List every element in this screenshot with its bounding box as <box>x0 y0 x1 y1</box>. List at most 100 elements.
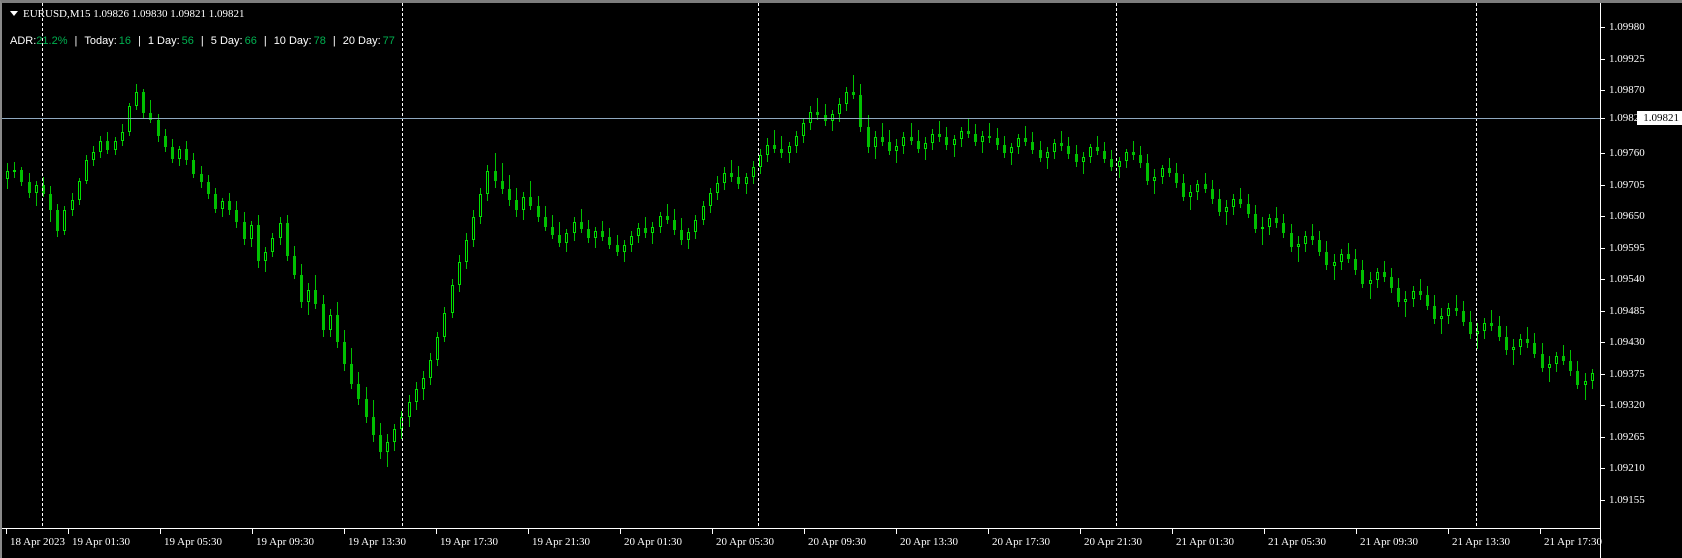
chevron-down-icon[interactable] <box>10 10 18 16</box>
candle-body <box>967 131 970 134</box>
time-axis[interactable]: 18 Apr 2023 19 Apr 01:30 19 Apr 05:30 19 Ap… <box>2 528 1602 558</box>
candle <box>279 3 282 531</box>
candle <box>881 3 884 531</box>
candle-body <box>235 210 238 222</box>
candle <box>1031 3 1034 531</box>
candle <box>1297 3 1300 531</box>
candle-wick <box>530 180 531 211</box>
price-tick: 1.09210 <box>1601 462 1645 474</box>
candle <box>185 3 188 531</box>
candle-body <box>228 201 231 211</box>
candle-body <box>809 111 812 124</box>
candle <box>1175 3 1178 531</box>
candle-wick <box>1527 327 1528 349</box>
candle-body <box>1261 226 1264 229</box>
candle-body <box>1361 270 1364 284</box>
candle-body <box>157 119 160 136</box>
candle <box>1053 3 1056 531</box>
candle <box>92 3 95 531</box>
candle-body <box>802 123 805 136</box>
adr-title: ADR: <box>10 35 37 47</box>
candle-wick <box>1119 156 1120 179</box>
time-tick-mark <box>988 529 989 534</box>
adr-value: 21.2% <box>36 35 68 47</box>
candle-body <box>752 166 755 178</box>
current-price-label: 1.09821 <box>1637 111 1682 126</box>
candle <box>1576 3 1579 531</box>
candle-body <box>558 234 561 243</box>
adr-item-value-0: 16 <box>118 35 132 47</box>
candle <box>931 3 934 531</box>
candle-wick <box>1456 295 1457 316</box>
candle <box>1433 3 1436 531</box>
candle-body <box>1469 321 1472 335</box>
candle <box>472 3 475 531</box>
candle <box>99 3 102 531</box>
candle-body <box>1498 326 1501 337</box>
candle <box>573 3 576 531</box>
candle-wick <box>1441 307 1442 335</box>
candle-body <box>630 235 633 245</box>
candle <box>845 3 848 531</box>
candle <box>1247 3 1250 531</box>
candle-body <box>845 92 848 104</box>
candle <box>1397 3 1400 531</box>
candle <box>350 3 353 531</box>
time-tick-mark <box>620 529 621 534</box>
chart-plot-area[interactable] <box>2 3 1682 558</box>
candle-body <box>1369 280 1372 284</box>
candle <box>702 3 705 531</box>
candle-body <box>522 196 525 211</box>
candle-body <box>1483 322 1486 331</box>
price-axis[interactable]: 1.09980 1.09925 1.09870 1.09821 1.09760 1.097… <box>1600 3 1682 558</box>
price-tick-label: 1.09595 <box>1609 241 1645 254</box>
candle-body <box>1548 364 1551 368</box>
time-tick-label: 20 Apr 13:30 <box>900 536 959 548</box>
candle <box>465 3 468 531</box>
price-tick-mark <box>1601 499 1605 501</box>
candle-body <box>996 138 999 146</box>
candle <box>1060 3 1063 531</box>
candle-body <box>587 228 590 238</box>
candle-body <box>601 231 604 237</box>
candle-body <box>28 181 31 194</box>
candle <box>788 3 791 531</box>
time-tick-label: 19 Apr 17:30 <box>440 536 499 548</box>
candle-body <box>594 231 597 238</box>
candle-wick <box>1549 356 1550 383</box>
candle <box>1168 3 1171 531</box>
candle-body <box>329 314 332 330</box>
time-tick: 20 Apr 21:30 <box>1080 529 1142 558</box>
candle-body <box>20 169 23 182</box>
candle <box>974 3 977 531</box>
candle-body <box>1103 150 1106 159</box>
candle-body <box>106 140 109 150</box>
candle <box>960 3 963 531</box>
candle-body <box>680 229 683 241</box>
candle-body <box>1010 147 1013 154</box>
candle <box>1383 3 1386 531</box>
candle <box>802 3 805 531</box>
time-tick: 20 Apr 09:30 <box>804 529 866 558</box>
candle <box>1039 3 1042 531</box>
candle-body <box>1376 272 1379 281</box>
candle <box>121 3 124 531</box>
candle <box>264 3 267 531</box>
time-tick-mark <box>68 529 69 534</box>
candle-body <box>192 160 195 174</box>
candle-body <box>128 106 131 133</box>
candle-wick <box>1420 279 1421 300</box>
candle-wick <box>1240 187 1241 209</box>
candle <box>171 3 174 531</box>
candle <box>945 3 948 531</box>
candle-body <box>924 142 927 149</box>
candle-body <box>759 155 762 167</box>
candle <box>286 3 289 531</box>
candle-body <box>494 171 497 181</box>
time-tick: 19 Apr 13:30 <box>344 529 406 558</box>
price-tick: 1.09155 <box>1601 494 1645 506</box>
candle <box>1161 3 1164 531</box>
candle-body <box>1060 142 1063 147</box>
candle-body <box>537 205 540 218</box>
time-tick-mark <box>160 529 161 534</box>
